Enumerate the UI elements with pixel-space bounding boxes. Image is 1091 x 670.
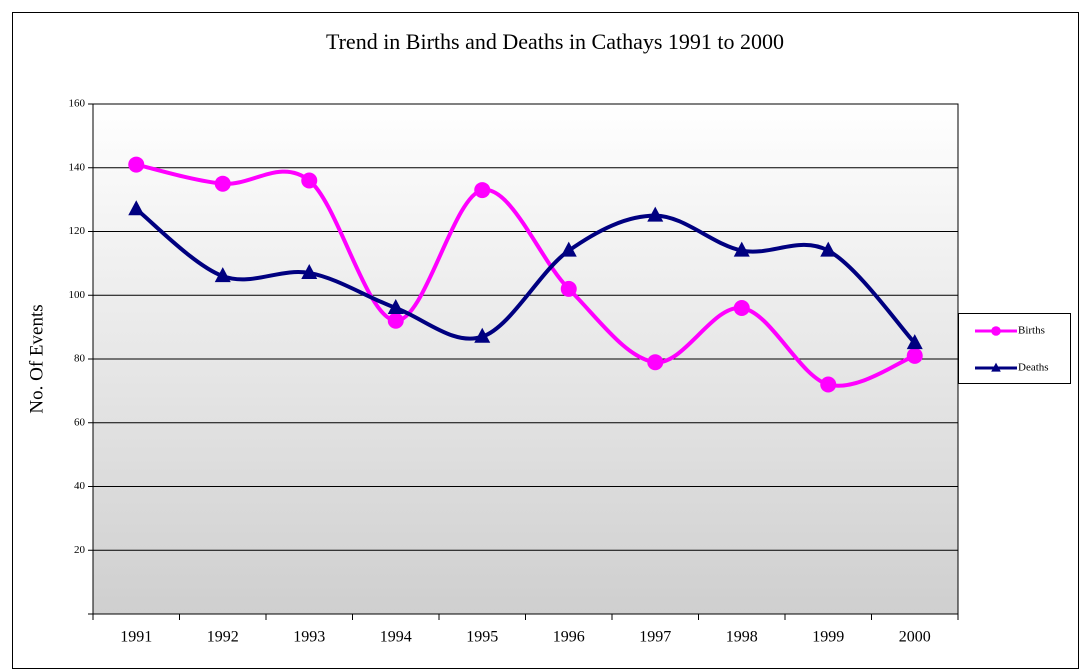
y-tick-label: 80 (74, 353, 86, 365)
x-tick-label: 1991 (120, 629, 152, 646)
y-tick-label: 60 (74, 416, 86, 428)
y-axis-label: No. Of Events (26, 304, 47, 413)
x-tick-label: 1995 (466, 629, 498, 646)
marker (387, 299, 404, 314)
x-tick-label: 1998 (726, 629, 758, 646)
marker (647, 206, 664, 222)
marker (128, 200, 145, 216)
marker (560, 241, 577, 257)
y-tick-label: 20 (74, 544, 86, 556)
x-tick-label: 1992 (207, 629, 239, 646)
y-tick-label: 40 (74, 480, 86, 492)
series-line (135, 162, 916, 388)
marker (301, 172, 318, 189)
x-tick-label: 1994 (380, 629, 412, 646)
marker (733, 241, 750, 257)
marker (733, 300, 750, 316)
x-tick-label: 2000 (899, 629, 931, 646)
y-tick-label: 100 (69, 289, 86, 301)
marker (301, 263, 318, 279)
y-tick-label: 140 (69, 161, 86, 173)
marker (991, 362, 1001, 372)
y-tick-label: 120 (69, 225, 86, 237)
marker (906, 334, 923, 350)
chart-title: Trend in Births and Deaths in Cathays 19… (326, 29, 784, 54)
marker (128, 156, 145, 173)
x-tick-label: 1997 (639, 629, 671, 646)
marker (991, 326, 1001, 336)
x-tick-label: 1999 (812, 629, 844, 646)
marker (214, 267, 231, 283)
marker (647, 354, 664, 371)
y-tick-label: 160 (69, 98, 86, 110)
marker (474, 327, 491, 343)
legend-box (958, 313, 1071, 384)
legend-label: Deaths (1018, 362, 1049, 374)
marker (214, 175, 231, 192)
marker (387, 312, 404, 329)
series-line (135, 207, 917, 345)
marker (820, 241, 837, 257)
x-tick-label: 1996 (553, 629, 585, 646)
legend-label: Births (1018, 325, 1045, 337)
marker (906, 347, 923, 364)
marker (560, 280, 577, 297)
marker (474, 182, 491, 199)
x-tick-label: 1993 (293, 629, 325, 646)
marker (820, 376, 837, 393)
